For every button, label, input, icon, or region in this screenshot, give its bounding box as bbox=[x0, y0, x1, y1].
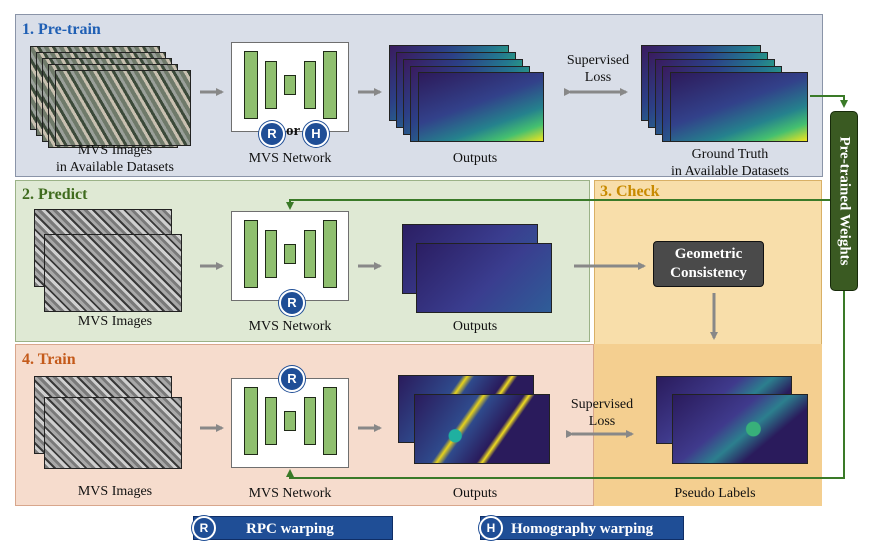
weights-feed-in bbox=[810, 95, 848, 108]
legend-rpc-warping: R RPC warping bbox=[192, 516, 393, 540]
pretrain-output-caption: Outputs bbox=[452, 151, 498, 166]
legend-homography-label: Homography warping bbox=[511, 521, 654, 537]
pretrain-title: 1. Pre-train bbox=[22, 21, 101, 38]
train-loss-caption: Supervised Loss bbox=[570, 397, 634, 429]
pseudo-labels-caption: Pseudo Labels bbox=[674, 486, 756, 501]
pretrain-loss-caption: Supervised Loss bbox=[566, 53, 630, 85]
pretrain-network-caption: MVS Network bbox=[248, 151, 332, 166]
legend-homography-warping: H Homography warping bbox=[479, 516, 684, 540]
predict-mvs-network bbox=[231, 211, 349, 301]
legend-rpc-label: RPC warping bbox=[246, 521, 334, 537]
legend-rpc-badge: R bbox=[192, 516, 216, 540]
check-title: 3. Check bbox=[600, 183, 660, 200]
geometric-consistency-box: Geometric Consistency bbox=[653, 241, 764, 287]
train-output-caption: Outputs bbox=[452, 486, 498, 501]
weights-to-train-network bbox=[286, 291, 845, 479]
train-rpc-badge: R bbox=[279, 366, 305, 392]
pretrain-gt-caption: Ground Truth in Available Datasets bbox=[671, 147, 789, 179]
predict-output-caption: Outputs bbox=[452, 319, 498, 334]
weights-to-predict-network bbox=[286, 199, 830, 210]
train-network-caption: MVS Network bbox=[248, 486, 332, 501]
pretrain-rpc-badge: R bbox=[259, 121, 285, 147]
pretrain-or-text: or bbox=[286, 123, 301, 139]
predict-title: 2. Predict bbox=[22, 186, 88, 203]
pretrained-weights-box: Pre-trained Weights bbox=[830, 111, 858, 291]
train-input-caption: MVS Images bbox=[77, 484, 153, 499]
predict-network-caption: MVS Network bbox=[248, 319, 332, 334]
train-title: 4. Train bbox=[22, 351, 76, 368]
predict-input-caption: MVS Images bbox=[77, 314, 153, 329]
pretrain-input-caption: MVS Images in Available Datasets bbox=[56, 143, 174, 175]
predict-rpc-badge: R bbox=[279, 290, 305, 316]
pretrain-mvs-network bbox=[231, 42, 349, 132]
legend-homography-badge: H bbox=[479, 516, 503, 540]
pretrain-homography-badge: H bbox=[303, 121, 329, 147]
